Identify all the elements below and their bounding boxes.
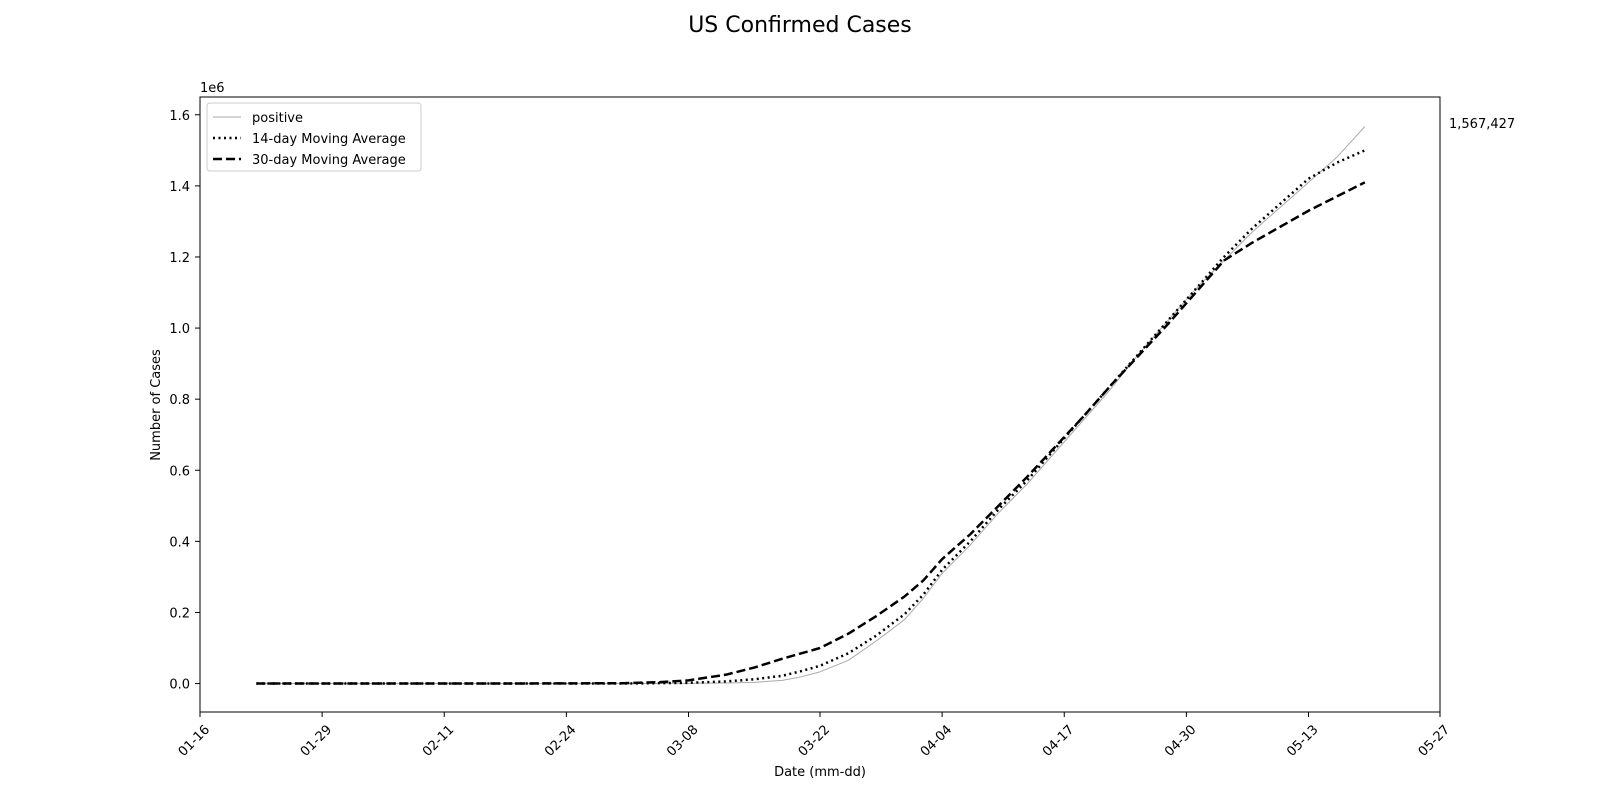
series-layer — [256, 126, 1366, 685]
legend-label: 30-day Moving Average — [252, 153, 406, 168]
x-tick-label: 04-17 — [1040, 722, 1077, 759]
x-tick-label: 04-04 — [918, 722, 955, 759]
x-axis-label: Date (mm-dd) — [774, 765, 866, 780]
x-tick-label: 02-24 — [542, 722, 579, 759]
series-line-1 — [256, 126, 1366, 685]
y-tick-label: 1.4 — [169, 180, 190, 195]
y-tick-label: 1.0 — [169, 322, 190, 337]
plot-frame — [199, 96, 1441, 713]
last-value-annotation: 1,567,427 — [1449, 117, 1515, 132]
x-tick-label: 03-22 — [796, 722, 833, 759]
x-tick-label: 05-13 — [1284, 722, 1321, 759]
x-tick-label: 04-30 — [1162, 722, 1199, 759]
series-line-3 — [256, 181, 1366, 685]
y-tick-label: 0.6 — [169, 464, 190, 479]
y-axis: 0.0 0.2 0.4 0.6 0.8 1.0 1.2 1.4 1.6 — [169, 109, 200, 693]
y-tick-label: 0.8 — [169, 393, 190, 408]
y-offset-label: 1e6 — [200, 81, 225, 96]
x-tick-label: 05-27 — [1416, 722, 1453, 759]
x-tick-label: 02-11 — [420, 722, 457, 759]
legend-label: positive — [252, 111, 303, 126]
y-tick-label: 0.4 — [169, 535, 190, 550]
y-tick-label: 0.0 — [169, 678, 190, 693]
x-tick-label: 01-16 — [176, 722, 213, 759]
y-tick-label: 1.6 — [169, 109, 190, 124]
y-tick-label: 0.2 — [169, 606, 190, 621]
y-axis-label: Number of Cases — [149, 349, 164, 461]
y-tick-label: 1.2 — [169, 251, 190, 266]
series-line-2 — [256, 149, 1366, 685]
legend-box — [206, 102, 422, 172]
legend: positive 14-day Moving Average 30-day Movi… — [206, 102, 422, 172]
x-tick-label: 03-08 — [664, 722, 701, 759]
x-tick-label: 01-29 — [298, 722, 335, 759]
x-axis: 01-16 01-29 02-11 02-24 03-08 03-22 04-04 04-17… — [176, 712, 1453, 760]
chart-title: US Confirmed Cases — [688, 13, 912, 38]
legend-label: 14-day Moving Average — [252, 132, 406, 147]
